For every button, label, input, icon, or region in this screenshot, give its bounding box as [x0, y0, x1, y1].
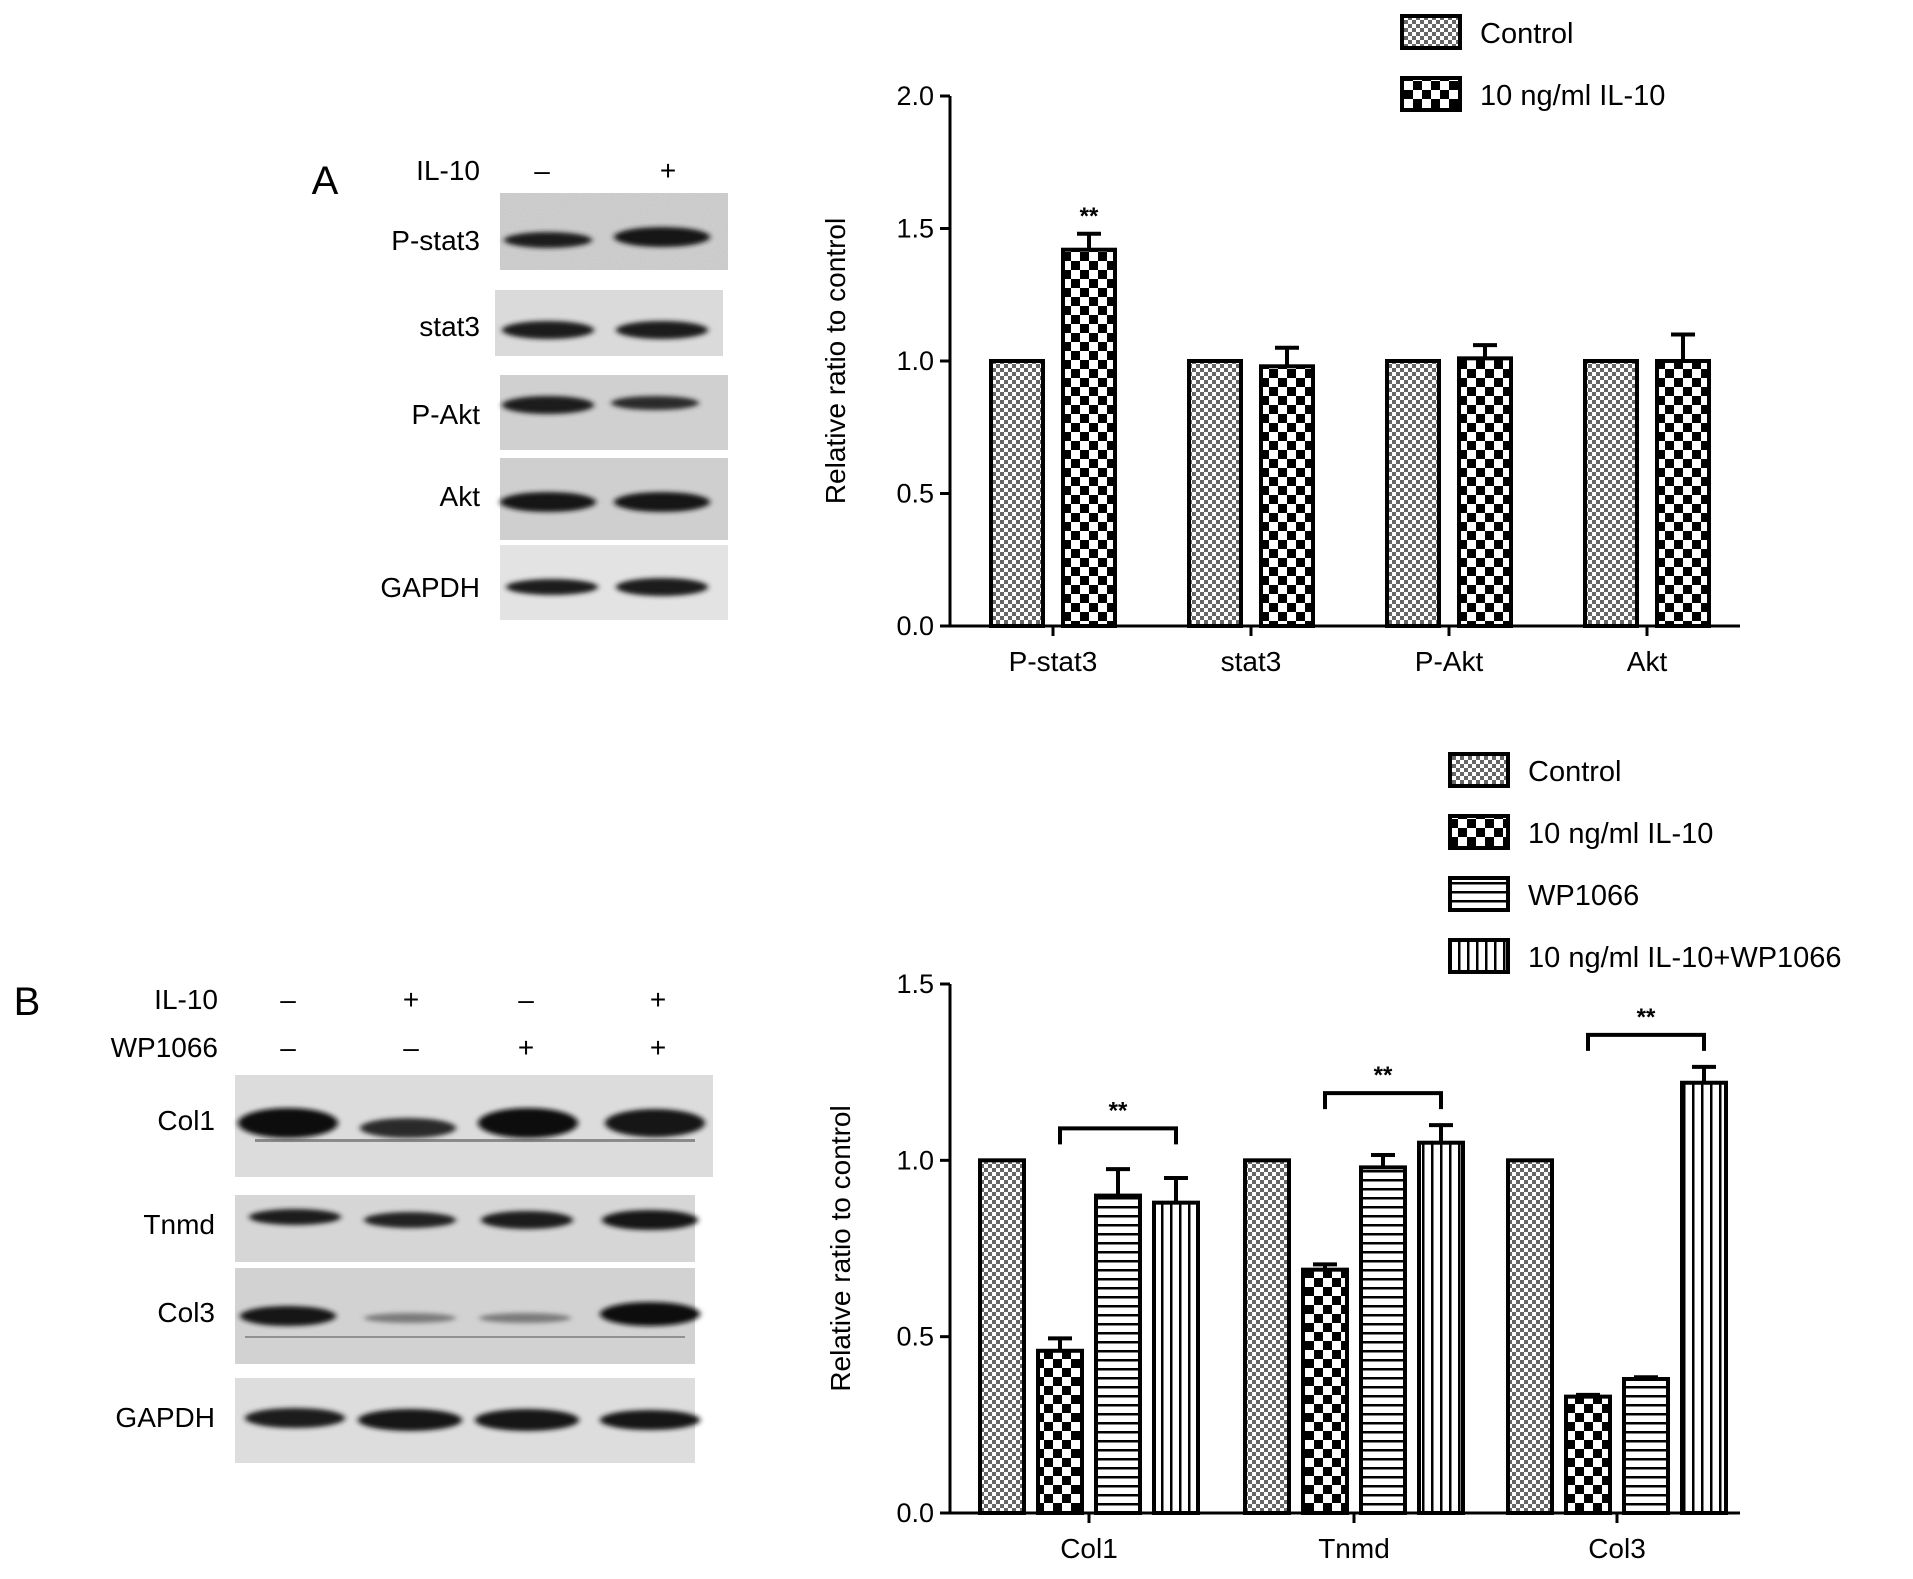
legend-label: 10 ng/ml IL-10+WP1066	[1528, 942, 1842, 974]
bar	[1301, 1267, 1349, 1516]
blot-b-wp-lane1: –	[280, 1032, 296, 1063]
bar	[1655, 359, 1711, 628]
blot-a-strip-gapdh: GAPDH	[380, 545, 728, 620]
blot-a-band-label-pakt: P-Akt	[412, 399, 481, 430]
blot-b-wp-lane3: +	[518, 1032, 534, 1063]
legend-label: Control	[1528, 756, 1622, 788]
blot-b-il10-lane3: –	[518, 984, 534, 1015]
y-tick-label: 1.0	[896, 1145, 934, 1175]
y-axis-label: Relative ratio to control	[820, 218, 851, 504]
legend-swatch	[1448, 814, 1510, 850]
legend-label: WP1066	[1528, 880, 1639, 912]
bar	[978, 1158, 1026, 1516]
blot-b-strip-tnmd: Tnmd	[143, 1195, 698, 1262]
panel-b-blot: B IL-10 – + – + WP1066 – – + + Col1 Tnmd	[14, 980, 713, 1463]
blot-b-condition-label-wp1066: WP1066	[111, 1032, 218, 1063]
x-tick-label: Col1	[1060, 1533, 1118, 1564]
blot-b-strip-col3: Col3	[157, 1268, 700, 1364]
panel-a-letter: A	[312, 159, 339, 203]
blot-a-lane2-mark: +	[660, 155, 676, 186]
blot-b-il10-lane1: –	[280, 984, 296, 1015]
blot-a-band-label-akt: Akt	[440, 481, 481, 512]
bar	[1187, 359, 1243, 628]
x-tick-label: P-Akt	[1415, 646, 1484, 677]
significance-label: **	[1374, 1062, 1393, 1089]
bar	[1417, 1140, 1465, 1515]
significance-label: **	[1080, 203, 1099, 230]
blot-a-band-label-gapdh: GAPDH	[380, 572, 480, 603]
y-tick-label: 1.0	[896, 346, 934, 376]
blot-b-strip-col1: Col1	[157, 1075, 713, 1177]
legend-swatch	[1400, 14, 1462, 50]
y-tick-label: 1.5	[896, 969, 934, 999]
blot-b-il10-lane2: +	[403, 984, 419, 1015]
legend-swatch	[1448, 876, 1510, 912]
panel-a-blot: A IL-10 – + P-stat3 stat3 P-Akt Akt	[312, 155, 728, 620]
legend-label: 10 ng/ml IL-10	[1528, 818, 1713, 850]
blot-a-lane1-mark: –	[534, 155, 550, 186]
significance-label: **	[1637, 1004, 1656, 1031]
blot-a-strip-stat3: stat3	[419, 290, 723, 356]
bar	[989, 359, 1045, 628]
x-tick-label: P-stat3	[1009, 646, 1098, 677]
bar	[1094, 1193, 1142, 1515]
y-tick-label: 2.0	[896, 81, 934, 111]
blot-b-band-label-tnmd: Tnmd	[143, 1209, 215, 1240]
bar	[1359, 1165, 1407, 1516]
significance-label: **	[1109, 1097, 1128, 1124]
chart-b: 0.0 0.5 1.0 1.5 Relative ratio to control Col…	[825, 752, 1842, 1564]
y-tick-label: 0.5	[896, 479, 934, 509]
legend-swatch	[1448, 752, 1510, 788]
legend-swatch	[1400, 76, 1462, 112]
bar	[1036, 1348, 1084, 1515]
blot-a-band-label-stat3: stat3	[419, 311, 480, 342]
bar	[1680, 1080, 1728, 1516]
bar	[1385, 359, 1441, 628]
significance-bracket	[1586, 1032, 1706, 1051]
bar	[1243, 1158, 1291, 1516]
bar	[1622, 1376, 1670, 1516]
blot-b-il10-lane4: +	[650, 984, 666, 1015]
blot-a-band-label-pstat3: P-stat3	[391, 225, 480, 256]
bar	[1061, 247, 1117, 628]
legend-swatch	[1448, 938, 1510, 974]
blot-a-strip-pakt: P-Akt	[412, 375, 728, 450]
blot-a-condition-label: IL-10	[416, 155, 480, 186]
bar	[1506, 1158, 1554, 1516]
legend-label: Control	[1480, 18, 1574, 50]
blot-b-wp-lane2: –	[403, 1032, 419, 1063]
bar	[1259, 364, 1315, 628]
panel-b-letter: B	[14, 980, 41, 1024]
y-tick-label: 1.5	[896, 214, 934, 244]
blot-b-condition-label-il10: IL-10	[154, 984, 218, 1015]
blot-b-band-label-col1: Col1	[157, 1105, 215, 1136]
x-tick-label: Col3	[1588, 1533, 1646, 1564]
bar	[1564, 1394, 1612, 1515]
blot-a-strip-akt: Akt	[440, 458, 728, 540]
legend-label: 10 ng/ml IL-10	[1480, 80, 1665, 112]
significance-bracket	[1058, 1126, 1178, 1145]
y-tick-label: 0.0	[896, 611, 934, 641]
y-axis-label: Relative ratio to control	[825, 1105, 856, 1391]
y-tick-label: 0.5	[896, 1322, 934, 1352]
bar	[1152, 1200, 1200, 1515]
blot-b-band-label-col3: Col3	[157, 1297, 215, 1328]
y-tick-label: 0.0	[896, 1498, 934, 1528]
blot-b-wp-lane4: +	[650, 1032, 666, 1063]
blot-b-band-label-gapdh: GAPDH	[115, 1402, 215, 1433]
bar	[1457, 356, 1513, 628]
significance-bracket	[1323, 1091, 1443, 1110]
bar	[1583, 359, 1639, 628]
chart-a: 0.0 0.5 1.0 1.5 2.0 Relative ratio to control…	[820, 14, 1740, 677]
blot-a-strip-pstat3: P-stat3	[391, 193, 728, 270]
x-tick-label: Tnmd	[1318, 1533, 1390, 1564]
blot-b-strip-gapdh: GAPDH	[115, 1378, 700, 1463]
x-tick-label: Akt	[1627, 646, 1668, 677]
x-tick-label: stat3	[1221, 646, 1282, 677]
